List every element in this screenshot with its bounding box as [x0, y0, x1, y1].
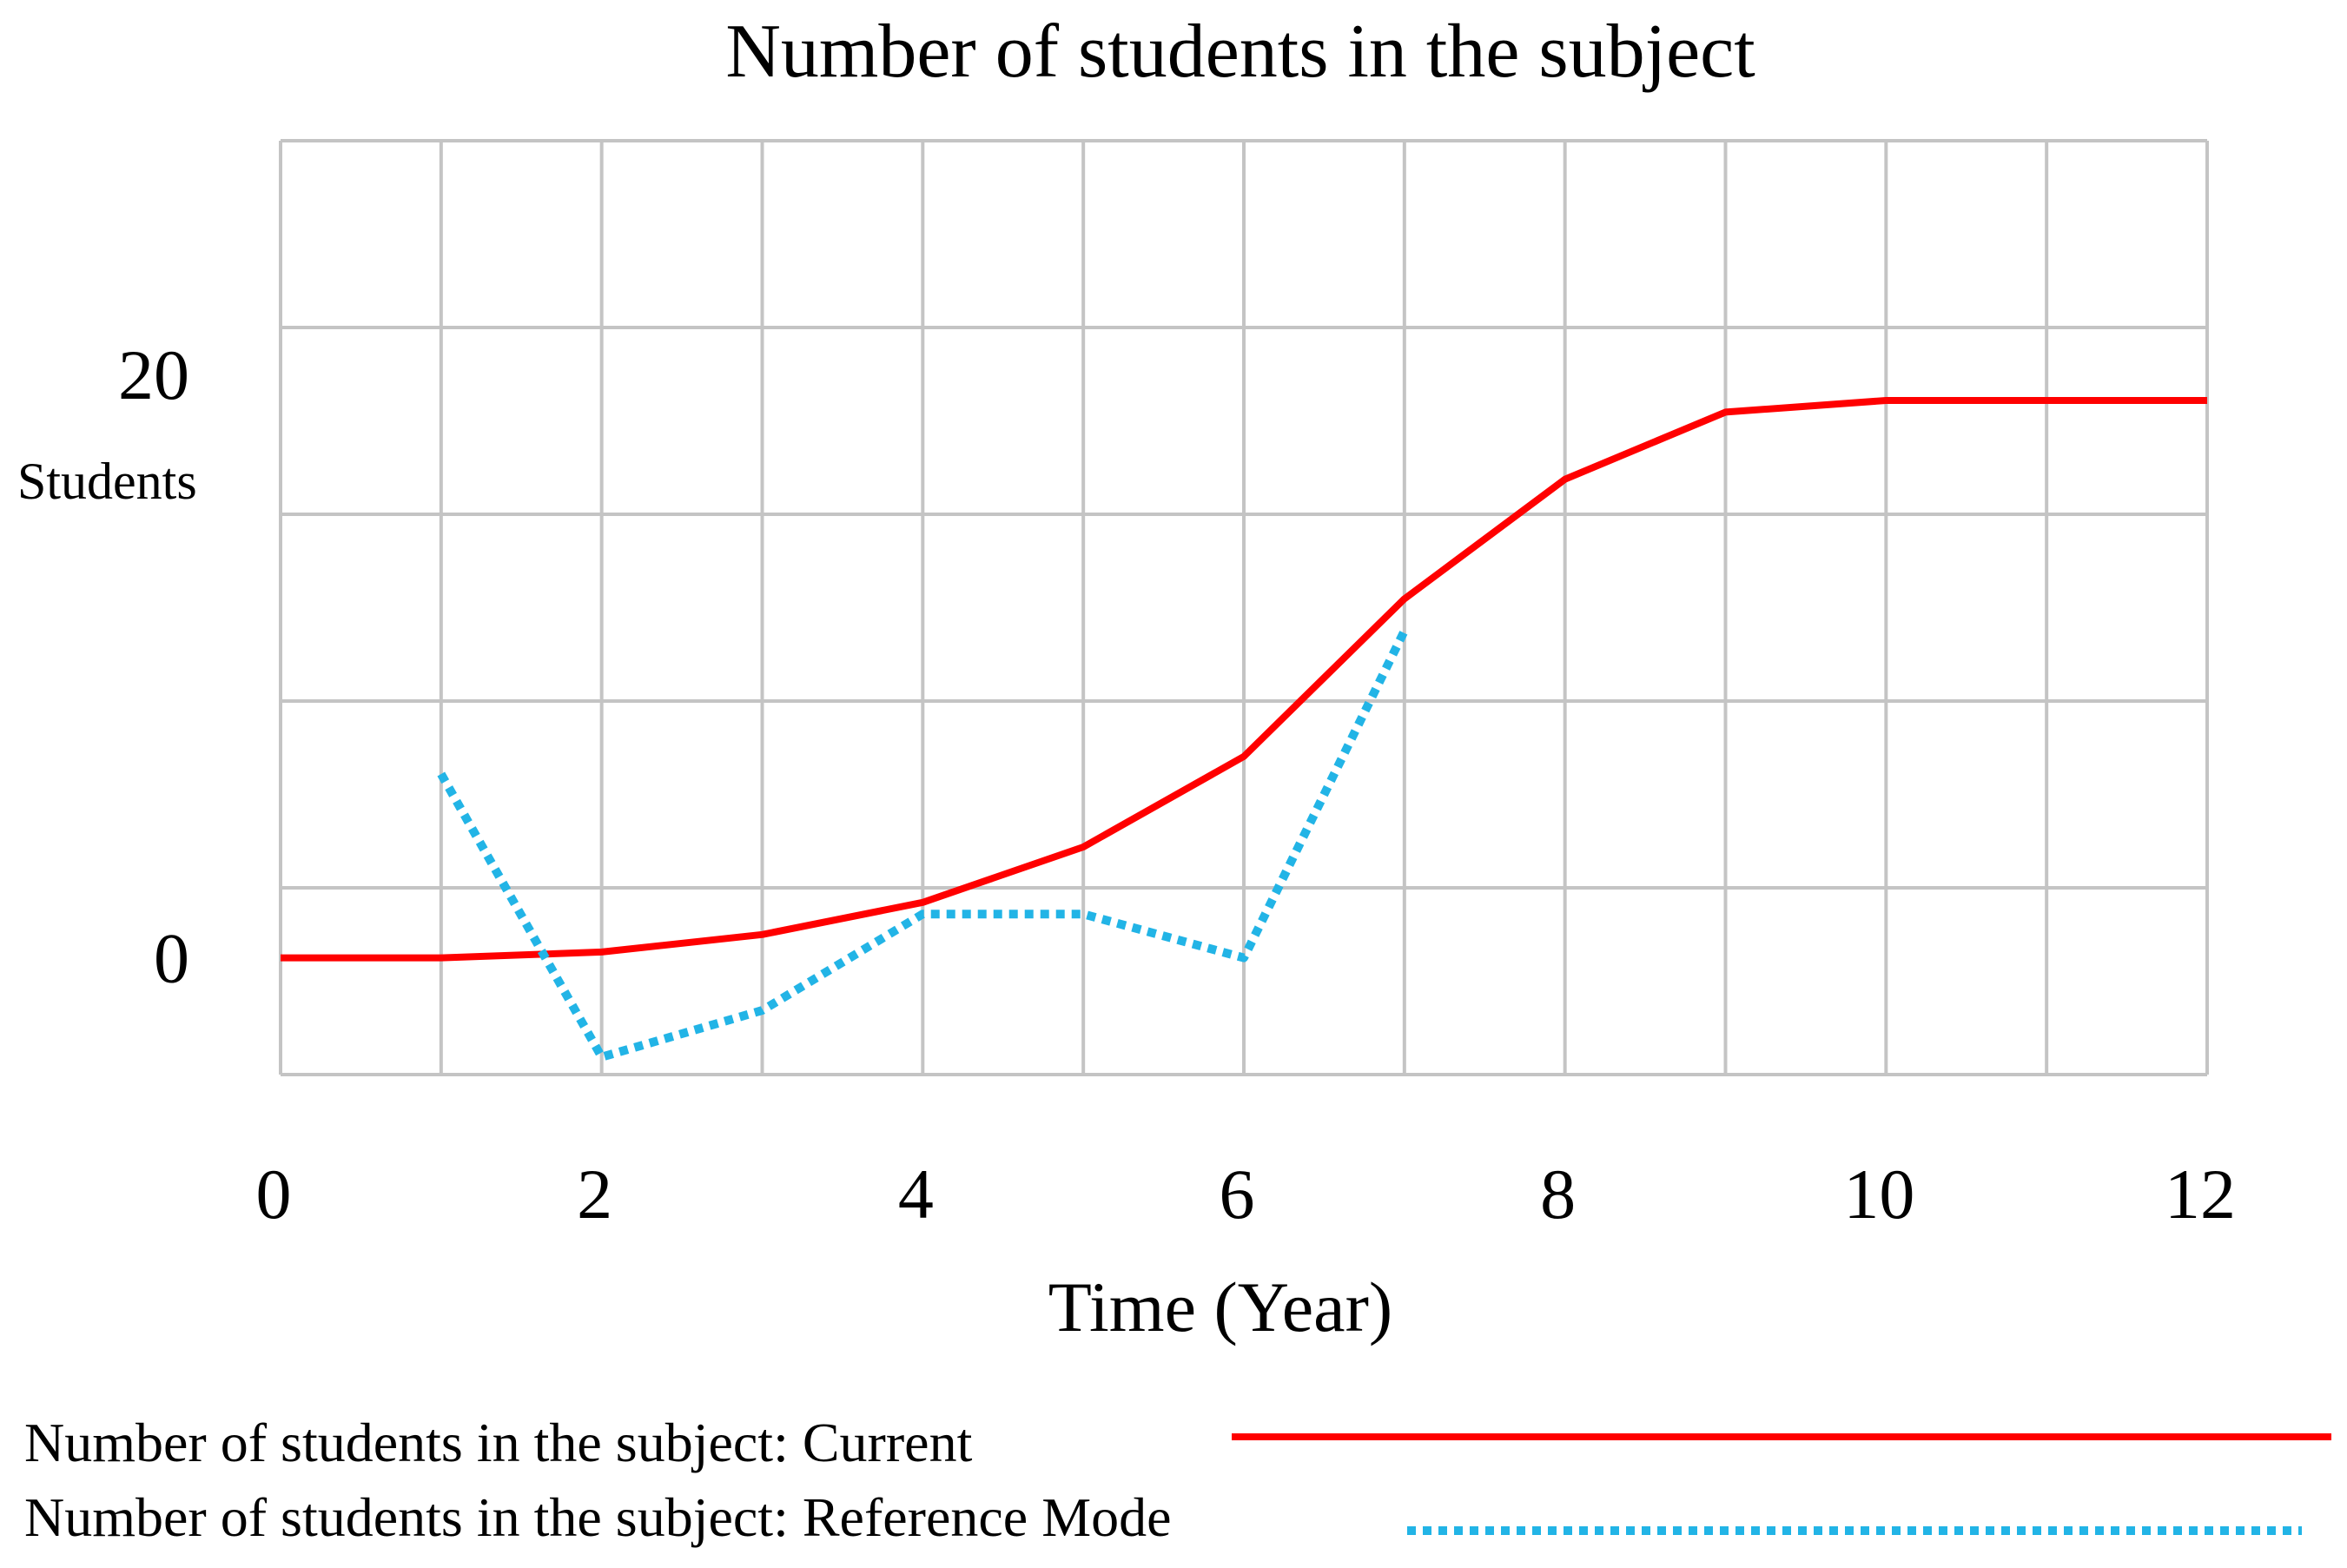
- x-tick-label: 12: [2165, 1154, 2236, 1234]
- y-tick-label: 0: [154, 919, 189, 998]
- y-axis-label: Students: [17, 453, 197, 510]
- x-tick-label: 0: [256, 1154, 292, 1234]
- x-tick-label: 8: [1540, 1154, 1576, 1234]
- current-line: [281, 397, 2207, 962]
- y-tick-labels: 20 0: [118, 335, 189, 998]
- legend-label: Number of students in the subject: Curre…: [24, 1412, 973, 1473]
- series-lines: [281, 397, 2207, 1062]
- grid: [279, 139, 2209, 1076]
- x-tick-label: 2: [577, 1154, 612, 1234]
- y-tick-label: 20: [118, 335, 189, 414]
- x-tick-label: 6: [1220, 1154, 1255, 1234]
- legend-label: Number of students in the subject: Refer…: [24, 1486, 1172, 1548]
- x-tick-label: 10: [1843, 1154, 1914, 1234]
- x-tick-labels: 0 2 4 6 8 10 12: [256, 1154, 2237, 1234]
- x-tick-label: 4: [898, 1154, 934, 1234]
- legend: Number of students in the subject: Curre…: [24, 1412, 2331, 1548]
- x-axis-label: Time (Year): [1048, 1267, 1392, 1346]
- reference-mode-line: [437, 629, 1409, 1062]
- chart-title: Number of students in the subject: [725, 10, 1755, 94]
